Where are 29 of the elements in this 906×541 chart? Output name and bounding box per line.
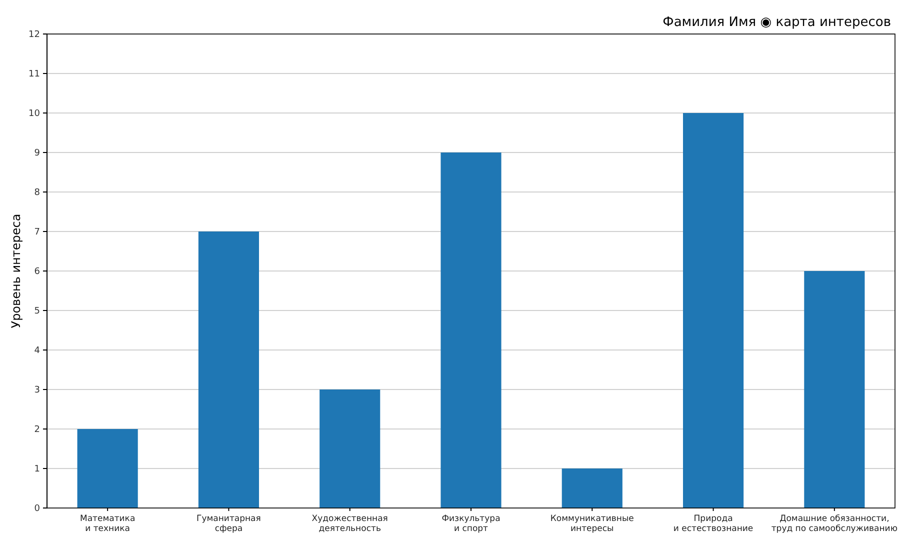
y-tick-label: 0 [34,504,40,514]
y-tick-label: 1 [34,464,40,474]
x-tick-label: Математика и техника [80,514,136,534]
y-tick-label: 6 [34,266,40,277]
bar [683,113,744,508]
y-tick-label: 4 [34,346,40,356]
y-tick-label: 12 [28,30,40,40]
y-tick-label: 11 [28,69,40,80]
y-tick-label: 5 [34,306,40,316]
x-tick-label: Физкультура и спорт [442,514,500,534]
bar [562,468,622,508]
bar [320,390,380,508]
y-tick-label: 2 [34,424,40,435]
x-tick-label: Художественная деятельность [312,514,388,534]
y-tick-label: 3 [34,385,40,396]
bar [198,232,259,508]
bar [440,152,502,508]
y-axis-title: Уровень интереса [9,214,23,328]
y-tick-label: 8 [34,188,40,198]
y-tick-label: 9 [34,148,40,158]
y-tick-label: 10 [28,108,40,119]
chart-title: Фамилия Имя ◉ карта интересов [662,15,891,30]
y-tick-label: 7 [34,227,40,238]
x-tick-label: Домашние обязанности, труд по самообслуживанию [771,514,898,534]
bar [804,271,865,508]
x-tick-label: Природа и естествознание [673,514,754,534]
bar [77,429,138,508]
x-tick-label: Гуманитарная сфера [196,514,261,534]
x-tick-label: Коммуникативные интересы [550,514,634,534]
